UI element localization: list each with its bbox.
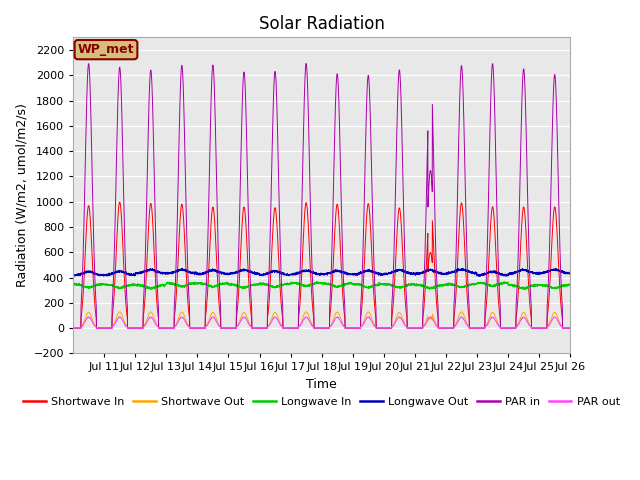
Line: Longwave Out: Longwave Out — [73, 268, 570, 276]
Longwave In — [367, 284, 374, 289]
Shortwave In — [116, 199, 124, 205]
Shortwave In — [172, 293, 180, 299]
Shortwave In — [495, 302, 502, 308]
Line: Longwave In: Longwave In — [73, 281, 570, 289]
PAR in — [340, 283, 348, 288]
X-axis label: Time: Time — [307, 378, 337, 391]
PAR in — [69, 325, 77, 331]
Line: PAR in: PAR in — [73, 63, 570, 328]
PAR in — [302, 60, 310, 66]
Longwave Out — [178, 265, 186, 271]
Longwave Out — [483, 271, 490, 277]
Y-axis label: Radiation (W/m2, umol/m2/s): Radiation (W/m2, umol/m2/s) — [15, 104, 28, 288]
PAR out — [69, 325, 77, 331]
Shortwave In — [69, 325, 77, 331]
Shortwave Out — [482, 323, 490, 328]
PAR out — [340, 323, 348, 329]
Longwave In — [522, 287, 529, 292]
Longwave Out — [367, 267, 374, 273]
Shortwave Out — [495, 322, 502, 328]
PAR in — [458, 63, 465, 69]
Shortwave Out — [172, 321, 180, 327]
Longwave In — [566, 283, 574, 288]
PAR out — [367, 316, 374, 322]
Shortwave Out — [566, 325, 574, 331]
Longwave Out — [69, 273, 77, 279]
Longwave In — [458, 284, 465, 290]
Longwave In — [69, 283, 77, 288]
Legend: Shortwave In, Shortwave Out, Longwave In, Longwave Out, PAR in, PAR out: Shortwave In, Shortwave Out, Longwave In… — [19, 392, 625, 411]
Shortwave Out — [340, 323, 348, 328]
Shortwave Out — [367, 312, 374, 317]
PAR out — [271, 314, 279, 320]
Longwave In — [340, 282, 348, 288]
Longwave Out — [566, 270, 574, 276]
Longwave In — [482, 281, 490, 287]
Text: WP_met: WP_met — [77, 43, 134, 56]
Line: Shortwave Out: Shortwave Out — [73, 312, 570, 328]
PAR in — [566, 325, 574, 331]
Shortwave In — [566, 325, 574, 331]
Longwave Out — [172, 268, 180, 274]
Longwave In — [172, 281, 180, 287]
Longwave Out — [476, 274, 484, 279]
PAR in — [367, 114, 374, 120]
Longwave Out — [495, 271, 503, 277]
Shortwave Out — [458, 309, 465, 315]
Shortwave Out — [69, 325, 77, 331]
Shortwave In — [482, 306, 490, 312]
Longwave Out — [458, 266, 465, 272]
Title: Solar Radiation: Solar Radiation — [259, 15, 385, 33]
PAR in — [482, 284, 490, 289]
PAR out — [495, 323, 502, 329]
Shortwave In — [367, 221, 374, 227]
Line: Shortwave In: Shortwave In — [73, 202, 570, 328]
PAR out — [458, 314, 465, 320]
Longwave Out — [340, 270, 348, 276]
PAR out — [566, 325, 574, 331]
Shortwave In — [458, 200, 465, 206]
PAR in — [172, 261, 180, 266]
Shortwave Out — [116, 309, 124, 314]
Longwave In — [313, 278, 321, 284]
PAR in — [495, 276, 502, 282]
Line: PAR out: PAR out — [73, 317, 570, 328]
Longwave In — [495, 280, 502, 286]
Shortwave In — [340, 305, 348, 311]
PAR out — [172, 323, 180, 328]
PAR out — [482, 324, 490, 329]
